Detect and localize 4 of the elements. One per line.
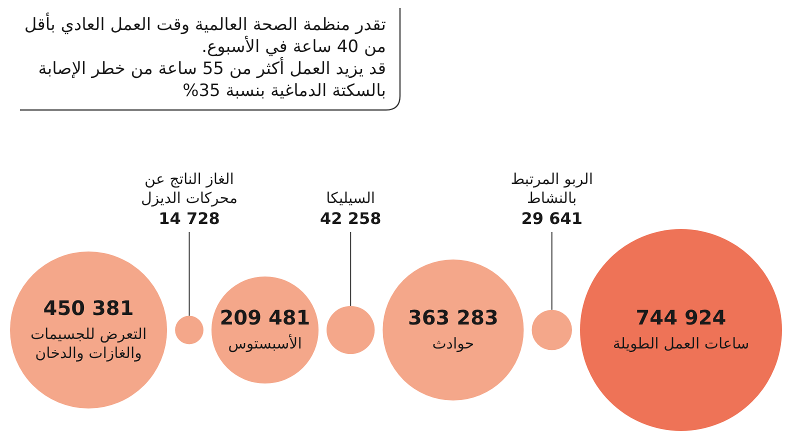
annotation: تقدر منظمة الصحة العالمية وقت العمل العادي بأقل — [24, 15, 386, 35]
annotation: من 40 ساعة في الأسبوع. — [202, 37, 386, 57]
annotation: بالسكتة الدماغية بنسبة 35% — [182, 81, 386, 101]
annotation: قد يزيد العمل أكثر من 55 ساعة من خطر الإصابة — [38, 59, 386, 79]
